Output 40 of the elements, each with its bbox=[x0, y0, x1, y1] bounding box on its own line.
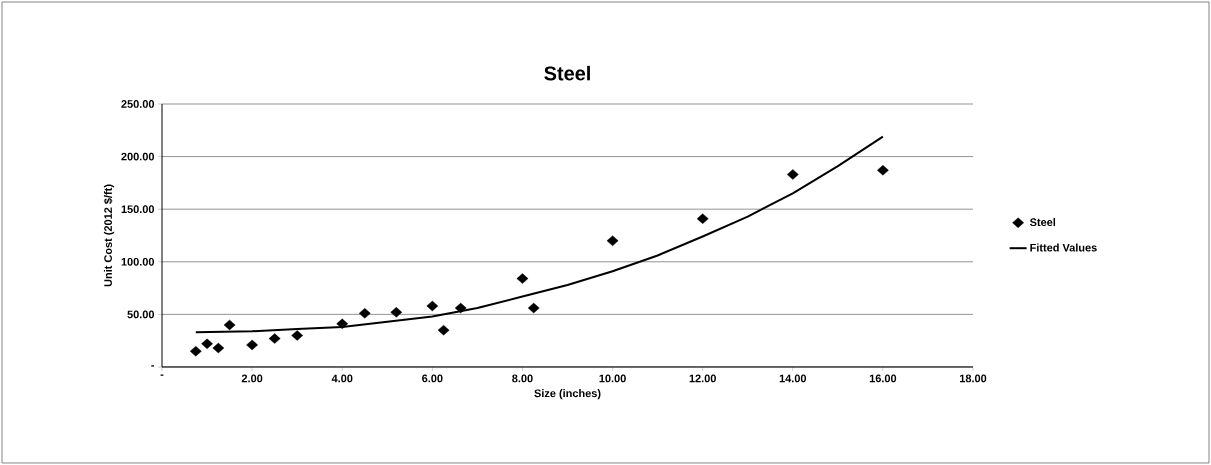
x-tick-label: 12.00 bbox=[689, 374, 716, 383]
point bbox=[516, 273, 529, 284]
point bbox=[786, 169, 799, 180]
y-tick-label: - bbox=[151, 365, 155, 367]
y-tick-label: 250.00 bbox=[121, 100, 155, 108]
point bbox=[437, 324, 450, 336]
point bbox=[527, 302, 540, 314]
x-tick-label: 2.00 bbox=[241, 374, 263, 383]
legend-label: Fitted Values bbox=[1030, 243, 1097, 252]
point bbox=[212, 342, 225, 354]
x-axis-title: Size (inches) bbox=[534, 389, 601, 400]
x-tick-label: 16.00 bbox=[869, 374, 897, 383]
x-tick-label: 8.00 bbox=[512, 374, 533, 383]
point bbox=[454, 302, 467, 314]
point bbox=[390, 307, 403, 318]
point bbox=[291, 330, 303, 341]
y-tick-label: 100.00 bbox=[121, 257, 155, 266]
point bbox=[426, 300, 439, 312]
point bbox=[336, 318, 349, 330]
x-tick-label: 4.00 bbox=[331, 374, 353, 383]
chart-title: Steel bbox=[544, 65, 590, 81]
y-tick-label: 50.00 bbox=[127, 310, 155, 319]
point bbox=[223, 319, 236, 331]
x-tick-label: 14.00 bbox=[779, 374, 807, 383]
x-tick-label: - bbox=[160, 374, 164, 376]
point bbox=[189, 346, 202, 357]
x-tick-label: 18.00 bbox=[959, 374, 987, 383]
point bbox=[606, 235, 619, 246]
point bbox=[358, 308, 371, 319]
point bbox=[268, 333, 281, 344]
legend-label: Steel bbox=[1029, 218, 1056, 227]
x-tick-label: 10.00 bbox=[599, 374, 626, 383]
y-tick-label: 150.00 bbox=[121, 205, 155, 214]
point bbox=[877, 165, 889, 176]
y-axis-title: Unit Cost (2012 $/ft) bbox=[103, 184, 115, 287]
y-tick-label: 200.00 bbox=[121, 152, 155, 161]
x-tick-label: 6.00 bbox=[422, 374, 443, 383]
point bbox=[696, 213, 709, 224]
point bbox=[201, 338, 213, 350]
point bbox=[246, 339, 258, 351]
